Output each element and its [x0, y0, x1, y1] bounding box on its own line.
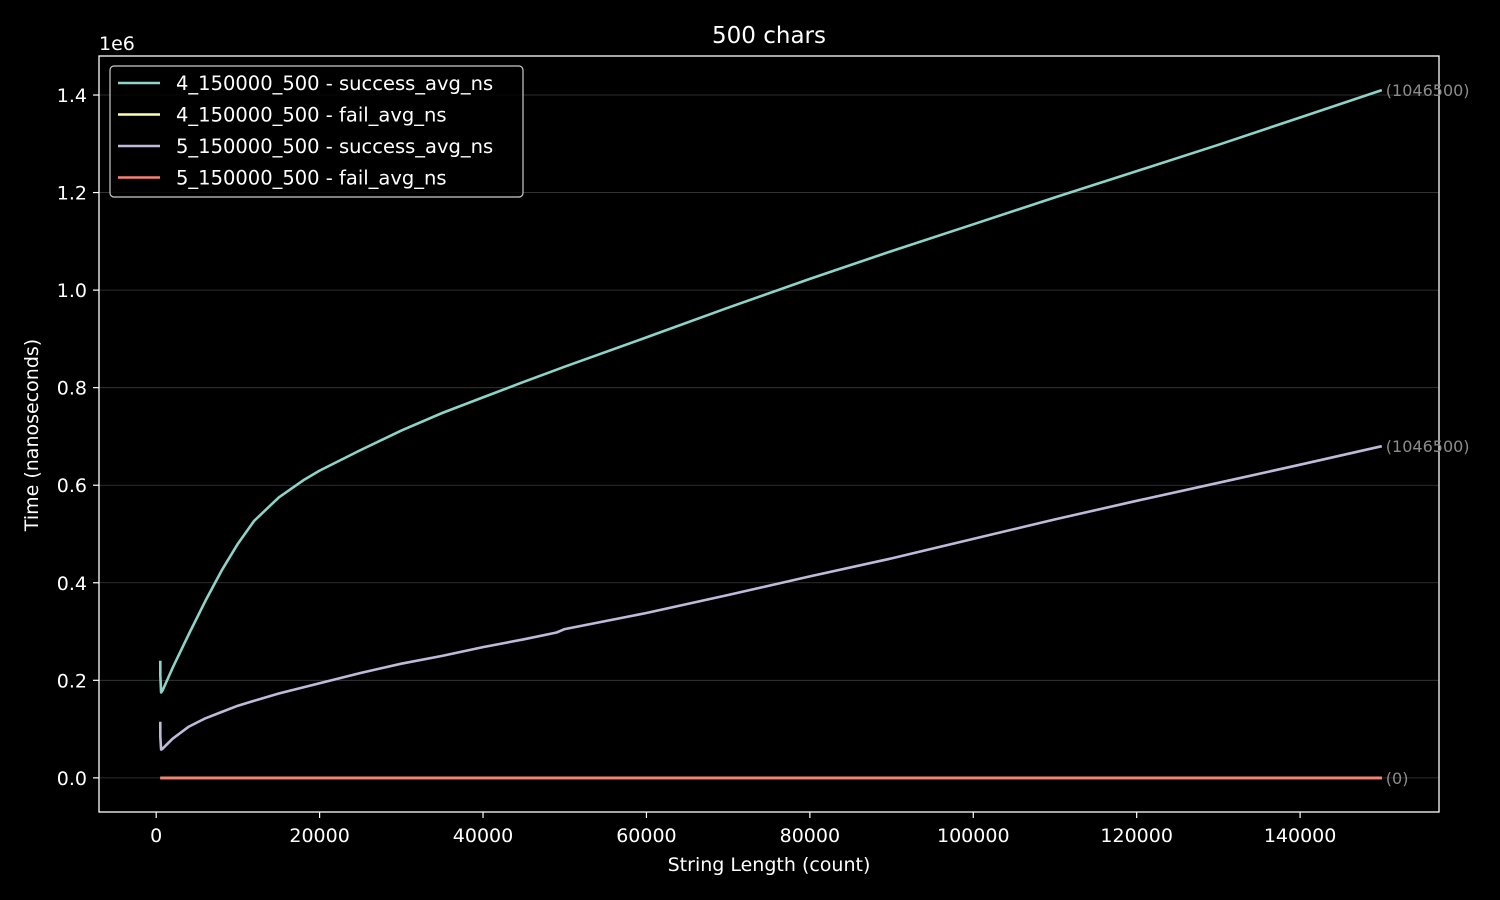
- x-tick-label: 140000: [1264, 825, 1337, 847]
- y-tick-label: 0.2: [57, 670, 87, 692]
- x-tick-label: 120000: [1100, 825, 1173, 847]
- y-tick-label: 0.4: [57, 573, 87, 595]
- y-axis-label: Time (nanoseconds): [21, 339, 43, 532]
- series-line-3: [159, 444, 1383, 751]
- x-tick-label: 20000: [289, 825, 349, 847]
- chart-title: 500 chars: [712, 23, 826, 49]
- series-end-label-1: (1046500): [1386, 81, 1470, 100]
- series-end-label-3: (1046500): [1386, 437, 1470, 456]
- y-tick-label: 0.8: [57, 378, 87, 400]
- plot-frame: [98, 55, 1440, 813]
- legend-label-2: 4_150000_500 - fail_avg_ns: [176, 104, 447, 127]
- end-labels: (1046500) (1046500) (0): [1386, 81, 1470, 788]
- series-line-1: [159, 88, 1383, 694]
- y-tick-label: 1.4: [57, 85, 87, 107]
- x-tick-label: 0: [150, 825, 162, 847]
- y-tick-label: 1.0: [57, 280, 87, 302]
- y-tick-label: 1.2: [57, 183, 87, 205]
- y-tick-label: 0.6: [57, 475, 87, 497]
- x-tick-label: 60000: [616, 825, 676, 847]
- y-offset-label: 1e6: [99, 33, 135, 55]
- legend-label-4: 5_150000_500 - fail_avg_ns: [176, 167, 447, 190]
- legend-label-1: 4_150000_500 - success_avg_ns: [176, 72, 493, 95]
- x-axis-label: String Length (count): [668, 854, 871, 876]
- x-tick-label: 100000: [937, 825, 1010, 847]
- x-tick-label: 80000: [780, 825, 840, 847]
- axis-ticks: 0.0 0.2 0.4 0.6 0.8 1.0 1.2 1.4 0 20000 40000 60000…: [57, 85, 1337, 847]
- y-tick-label: 0.0: [57, 768, 87, 790]
- legend-label-3: 5_150000_500 - success_avg_ns: [176, 135, 493, 158]
- legend-box: [109, 65, 524, 198]
- x-tick-label: 40000: [453, 825, 513, 847]
- series-end-label-4: (0): [1386, 769, 1409, 788]
- legend: 4_150000_500 - success_avg_ns 4_150000_50…: [109, 65, 524, 198]
- series-lines: [159, 88, 1383, 780]
